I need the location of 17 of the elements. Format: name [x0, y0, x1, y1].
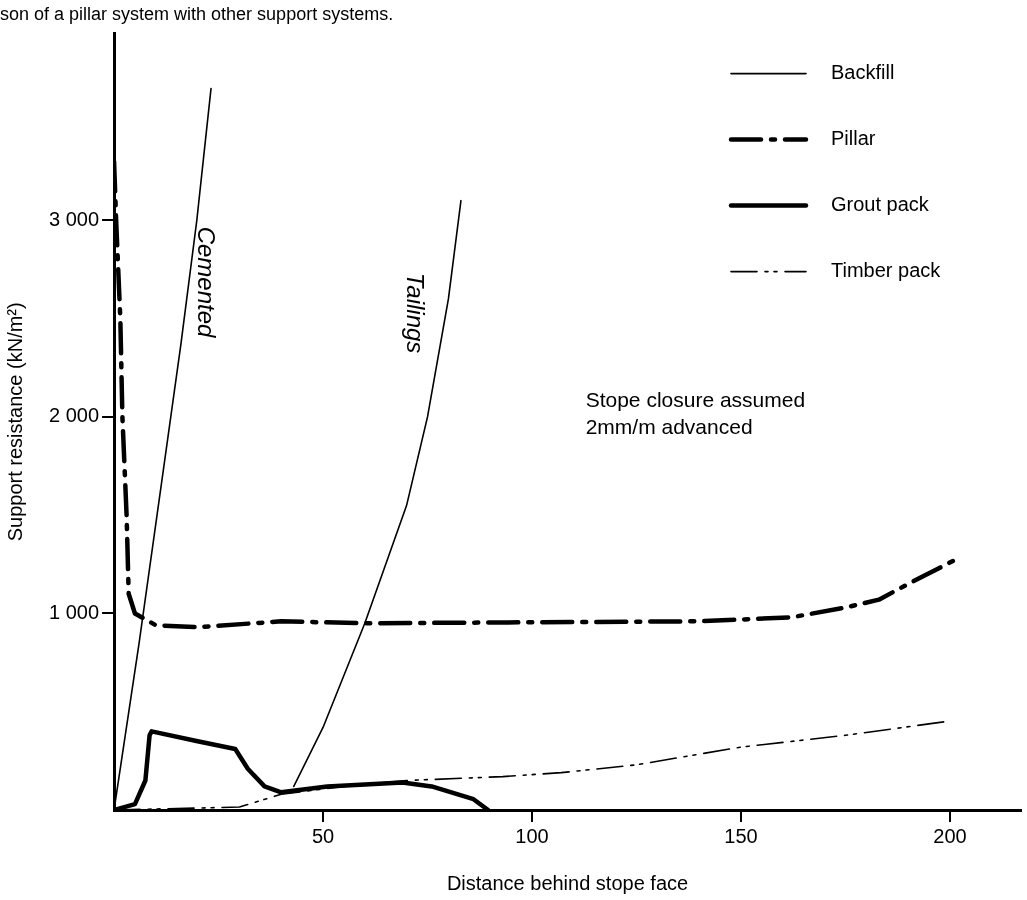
- x-tick-label: 200: [933, 824, 967, 847]
- x-tick-label: 100: [515, 824, 549, 847]
- chart-title: son of a pillar system with other support systems.: [0, 3, 394, 24]
- x-axis-title: Distance behind stope face: [446, 871, 689, 894]
- x-tick-label: 50: [311, 824, 335, 847]
- annotation: Stope closure assumed 2mm/m advanced: [585, 388, 806, 439]
- y-tick-label: 2 000: [48, 404, 100, 427]
- legend-label: Timber pack: [831, 259, 942, 282]
- legend-label: Pillar: [831, 127, 876, 150]
- legend-label: Grout pack: [831, 193, 930, 216]
- y-axis-title: Support resistance (kN/m²): [3, 302, 26, 542]
- annotation: Tailings: [401, 272, 429, 354]
- annotation: Cemented: [193, 226, 221, 339]
- y-tick-label: 1 000: [48, 600, 100, 623]
- legend-label: Backfill: [831, 61, 895, 84]
- y-tick-label: 3 000: [48, 207, 100, 230]
- x-tick-label: 150: [724, 824, 758, 847]
